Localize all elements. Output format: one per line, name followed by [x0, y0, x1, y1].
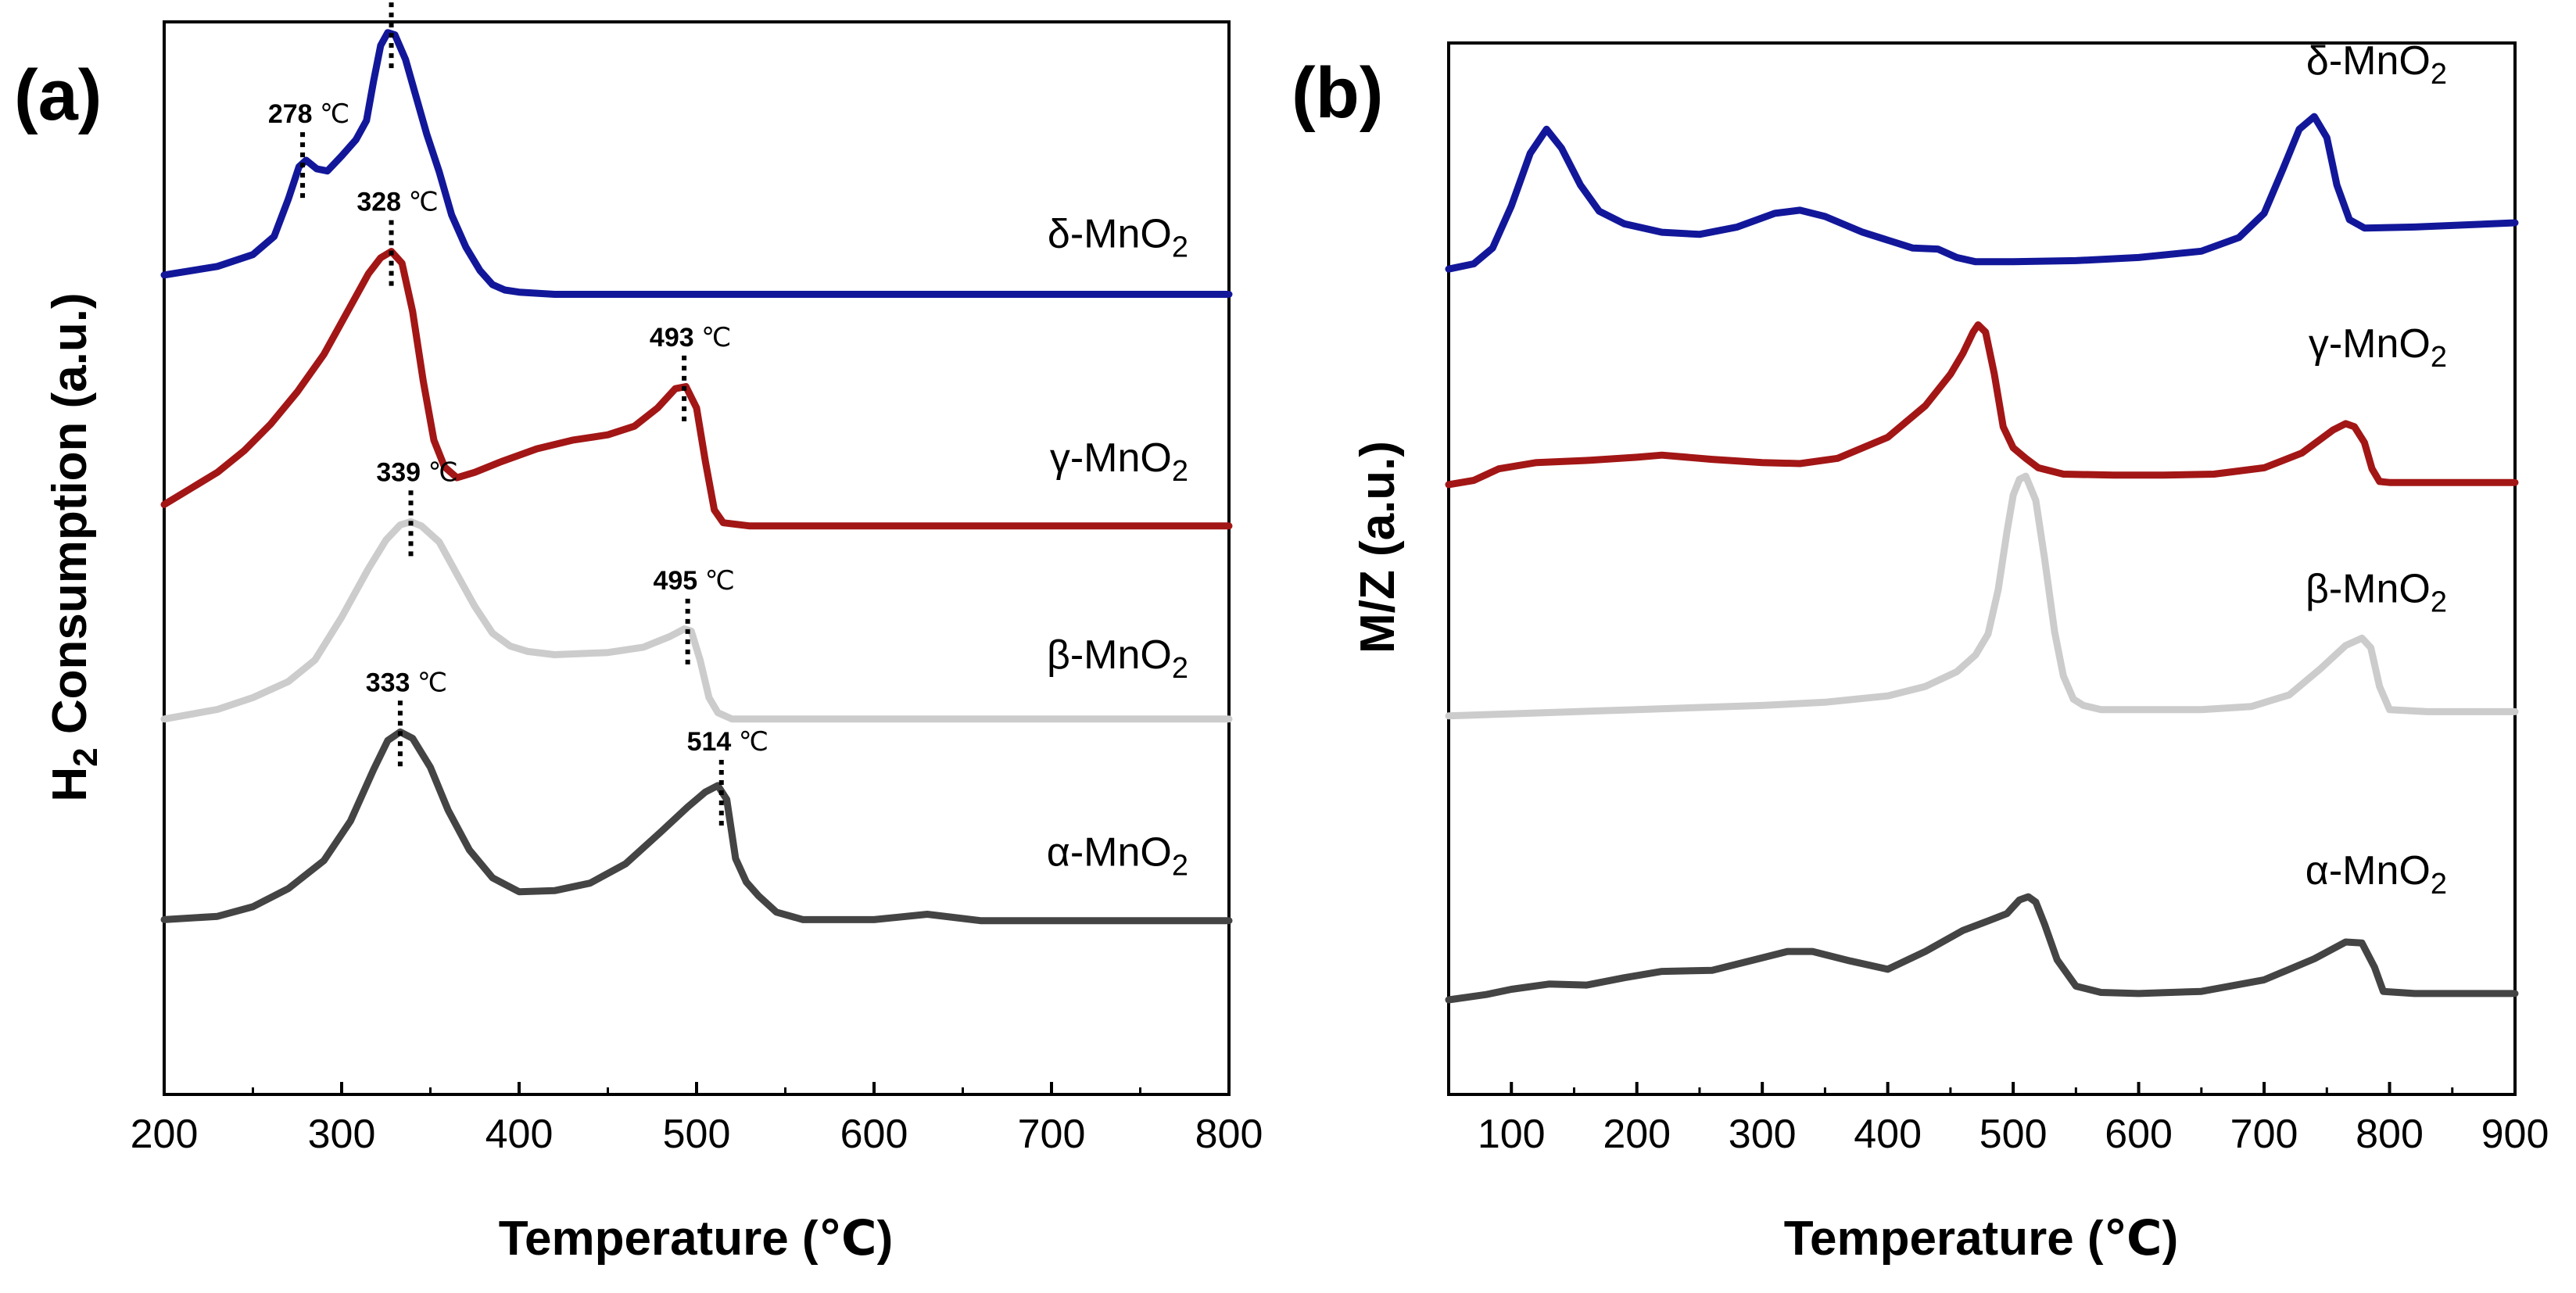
- panel-a-x-axis-title: Temperature (℃): [499, 1212, 894, 1266]
- panel-a-x-tick-label-700: 700: [1018, 1112, 1086, 1157]
- peak-marker-unit: ℃: [409, 188, 439, 217]
- panel-a-label-alpha-mno2: α-MnO2: [1047, 830, 1188, 883]
- panel-b-series-gamma-mno2: [1445, 321, 2519, 489]
- panel-b-label-delta-mno2: δ-MnO2: [2306, 38, 2447, 91]
- series-label-subscript: 2: [1172, 455, 1188, 488]
- panel-b-label-gamma-mno2: γ-MnO2: [2309, 321, 2447, 374]
- peak-marker-value: 339: [376, 457, 428, 487]
- panel-b-x-tick-label-400: 400: [1854, 1112, 1922, 1157]
- series-label-main: α-MnO: [2306, 848, 2431, 894]
- peak-marker-label-278: 278 ℃: [268, 99, 349, 129]
- panel-a-x-tick-label-400: 400: [485, 1112, 554, 1157]
- peak-marker-label-495: 495 ℃: [653, 566, 734, 596]
- series-label-main: δ-MnO: [1048, 211, 1172, 256]
- series-label-main: γ-MnO: [2309, 321, 2431, 367]
- panel-a-x-tick-label-500: 500: [663, 1112, 731, 1157]
- peak-marker-unit: ℃: [705, 566, 735, 596]
- peak-marker-value: 495: [653, 566, 704, 596]
- panel-b-y-axis-title: M/Z (a.u.): [1351, 441, 1405, 654]
- series-label-subscript: 2: [1172, 850, 1188, 883]
- panel-a-y-axis-title-main: H: [43, 767, 97, 802]
- peak-marker-label-328: 328 ℃: [356, 188, 438, 217]
- peak-marker-value: 493: [650, 323, 701, 353]
- panel-a-label-delta-mno2: δ-MnO2: [1048, 211, 1188, 263]
- peak-marker-label-333: 333 ℃: [366, 668, 447, 697]
- series-label-main: δ-MnO: [2306, 38, 2431, 84]
- panel-b-plot-frame: [1447, 41, 2517, 1096]
- panel-a-y-axis-title-rest: Consumption (a.u.): [43, 292, 97, 747]
- panel-b-series-group: [1445, 113, 2519, 1004]
- panel-a-label-beta-mno2: β-MnO2: [1047, 632, 1188, 685]
- peak-marker-label-493: 493 ℃: [650, 323, 731, 353]
- series-label-main: α-MnO: [1047, 830, 1172, 876]
- series-label-main: β-MnO: [2306, 566, 2431, 611]
- panel-b-x-tick-label-800: 800: [2356, 1112, 2424, 1157]
- series-label-subscript: 2: [2431, 586, 2447, 618]
- panel-a-label-gamma-mno2: γ-MnO2: [1050, 435, 1188, 488]
- peak-marker-label-514: 514 ℃: [687, 727, 769, 757]
- panel-b-x-axis: 100 200 300 400 500 600 700 800 900: [1478, 1082, 2549, 1157]
- panel-b-label-beta-mno2: β-MnO2: [2306, 566, 2447, 618]
- panel-b-x-tick-label-900: 900: [2481, 1112, 2549, 1157]
- panel-b-x-tick-label-200: 200: [1603, 1112, 1671, 1157]
- panel-a-series-gamma-mno2: [160, 248, 1233, 530]
- panel-a-series-delta-mno2: [160, 29, 1233, 298]
- peak-marker-value: 514: [687, 727, 739, 757]
- panel-a-x-tick-label-800: 800: [1195, 1112, 1263, 1157]
- panel-a-y-axis-title-subscript: 2: [66, 747, 105, 766]
- panel-a-series-alpha-mno2: [160, 728, 1233, 925]
- panel-a-label: (a): [14, 56, 102, 135]
- peak-marker-label-339: 339 ℃: [376, 457, 457, 487]
- panel-b-x-axis-title: Temperature (℃): [1784, 1212, 2179, 1266]
- panel-a-x-axis: 200 300 400 500 600 700 800: [131, 1082, 1263, 1157]
- peak-marker-value: 328: [356, 188, 408, 217]
- peak-marker-value: 333: [366, 668, 417, 697]
- panel-a-x-tick-label-600: 600: [840, 1112, 908, 1157]
- peak-marker-value: 278: [268, 99, 320, 129]
- panel-b-x-tick-label-300: 300: [1729, 1112, 1797, 1157]
- panel-a-series-group: [160, 29, 1233, 925]
- panel-a-x-tick-label-300: 300: [308, 1112, 376, 1157]
- peak-marker-unit: ℃: [701, 323, 731, 353]
- series-label-subscript: 2: [2431, 341, 2447, 374]
- peak-marker-unit: ℃: [320, 99, 349, 129]
- panel-b-series-alpha-mno2: [1445, 893, 2519, 1004]
- panel-b-x-tick-label-600: 600: [2105, 1112, 2173, 1157]
- series-label-main: β-MnO: [1047, 632, 1172, 678]
- series-label-subscript: 2: [2431, 58, 2447, 91]
- panel-a-series-beta-mno2: [160, 518, 1233, 723]
- panel-a-y-axis-title: H2 Consumption (a.u.): [43, 292, 105, 801]
- series-label-subscript: 2: [1172, 231, 1188, 263]
- peak-marker-unit: ℃: [417, 668, 447, 697]
- panel-b-series-beta-mno2: [1445, 472, 2519, 720]
- panel-b-label-alpha-mno2: α-MnO2: [2306, 848, 2447, 901]
- series-label-subscript: 2: [1172, 652, 1188, 685]
- series-label-subscript: 2: [2431, 868, 2447, 901]
- panel-b-series-delta-mno2: [1445, 113, 2519, 273]
- panel-b-x-tick-label-100: 100: [1478, 1112, 1546, 1157]
- series-label-main: γ-MnO: [1050, 435, 1172, 481]
- panel-a-x-tick-label-200: 200: [131, 1112, 199, 1157]
- panel-b-x-tick-label-500: 500: [1979, 1112, 2048, 1157]
- peak-marker-unit: ℃: [739, 727, 769, 757]
- panel-b-x-tick-label-700: 700: [2230, 1112, 2298, 1157]
- panel-b-label: (b): [1292, 53, 1383, 133]
- peak-marker-unit: ℃: [428, 457, 458, 487]
